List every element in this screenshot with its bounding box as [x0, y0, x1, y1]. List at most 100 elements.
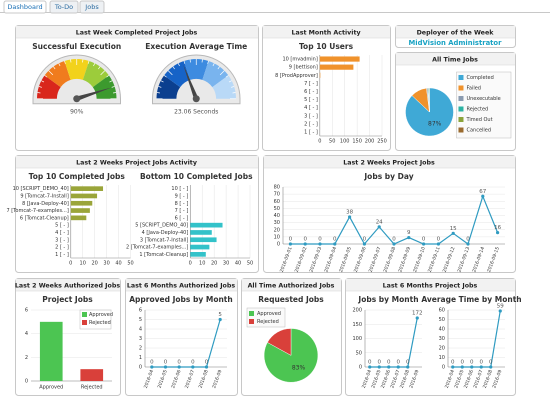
tab[interactable]	[79, 0, 105, 14]
chart-title: Top 10 Users	[299, 42, 354, 51]
x-tick-label: 10	[199, 261, 205, 267]
gauge-tick	[44, 75, 48, 78]
value-label: 67	[479, 189, 486, 195]
gauge-tick	[158, 86, 162, 88]
x-tick-label: 0	[69, 261, 72, 267]
value-label: 38	[346, 209, 353, 215]
y-tick-label: 10	[439, 355, 445, 361]
legend-swatch	[82, 320, 87, 325]
pie-label: 87%	[428, 121, 442, 128]
y-tick-label: 20	[439, 346, 445, 352]
point	[333, 242, 337, 246]
legend-swatch	[458, 85, 464, 91]
y-tick-label: 6	[25, 308, 28, 314]
category-label: 2 [ - ]	[55, 245, 69, 251]
gauge-band	[64, 59, 90, 80]
bar	[70, 200, 93, 206]
gauge-tick	[109, 80, 113, 83]
y-tick-label: 30	[274, 220, 280, 226]
point	[451, 231, 455, 235]
value-label: 0	[205, 360, 209, 366]
y-tick-label: 3	[139, 336, 142, 342]
gauge-tick	[160, 80, 164, 83]
x-tick-label: 30	[103, 261, 109, 267]
panel-title: Deployer of the Week	[417, 30, 495, 37]
panel-title: Last Week Completed Project Jobs	[76, 30, 198, 37]
y-tick-label: 0	[359, 365, 362, 371]
tab[interactable]	[3, 0, 47, 14]
x-tick-label: 50	[329, 139, 335, 145]
tab-label[interactable]: Jobs	[84, 3, 99, 11]
bar	[80, 369, 104, 381]
value-label: 0	[164, 360, 168, 366]
value-label: 0	[191, 360, 195, 366]
legend-label: Completed	[466, 75, 493, 81]
legend-swatch	[458, 127, 464, 133]
value-label: 0	[387, 360, 391, 366]
point	[422, 242, 426, 246]
point	[479, 365, 483, 369]
value-label: 0	[466, 237, 470, 243]
point	[470, 365, 474, 369]
x-tick-label: 40	[235, 261, 241, 267]
point	[303, 242, 307, 246]
category-label: 4 [Java-Deploy-40]	[142, 230, 189, 236]
point	[362, 242, 366, 246]
category-label: 6 [ - ]	[304, 89, 318, 95]
x-tick-label: 20	[211, 261, 217, 267]
gauge-value: 23.06 Seconds	[174, 108, 218, 115]
y-tick-label: 4	[139, 327, 142, 333]
category-label: 8 [Java-Deploy-40]	[22, 201, 69, 207]
gauge-tick	[163, 75, 167, 78]
gauge-tick	[48, 70, 54, 76]
gauge-tick	[177, 63, 180, 67]
value-label: 0	[368, 360, 372, 366]
tab-label[interactable]: To-Do	[54, 3, 73, 11]
panel-title: Last Month Activity	[291, 30, 360, 37]
bar	[70, 208, 90, 213]
panel-header	[263, 26, 390, 38]
y-tick-label: 4	[25, 331, 28, 337]
bar	[190, 252, 206, 257]
tab[interactable]	[49, 0, 79, 14]
category-label: 7 [Tomcat-7-examples...]	[7, 208, 69, 214]
pie-label: 83%	[292, 365, 306, 372]
y-tick-label: 1	[139, 355, 142, 361]
point	[318, 242, 322, 246]
point	[348, 215, 352, 219]
bar	[190, 237, 217, 243]
gauge-tick	[87, 60, 90, 64]
bar	[190, 244, 210, 250]
y-tick-label: 80	[274, 185, 280, 191]
value-label: 0	[378, 360, 382, 366]
gauge-band	[164, 60, 191, 88]
chart-title: Successful Execution	[32, 42, 121, 51]
chart-title: Approved Jobs by Month	[129, 295, 232, 304]
bar	[190, 222, 223, 228]
x-tick-label: 250	[377, 139, 387, 145]
category-label: 8 [ - ]	[175, 201, 189, 207]
y-tick-label: 5	[139, 317, 142, 323]
x-tick-label: 200	[365, 139, 375, 145]
legend-label: Unexecutable	[466, 96, 500, 102]
panel-header	[396, 53, 515, 65]
category-label: 1 [ - ]	[55, 252, 69, 258]
value-label: 0	[470, 360, 474, 366]
point	[177, 365, 181, 369]
panel-title: Last 6 Months Authorized Jobs	[127, 283, 236, 290]
category-label: 6 [Tomcat-Cleanup]	[20, 215, 69, 221]
category-label: 2 [Tomcat-7-examples...]	[126, 245, 188, 251]
x-tick-label: 50	[247, 261, 253, 267]
x-tick-label: Rejected	[81, 385, 103, 391]
legend-swatch	[458, 96, 464, 101]
panel-header	[16, 279, 120, 291]
panel-header	[346, 279, 515, 291]
x-tick-label: Approved	[39, 385, 63, 391]
value-label: 15	[450, 226, 457, 232]
legend-box	[246, 307, 286, 328]
value-label: 0	[318, 237, 322, 243]
value-label: 0	[397, 360, 401, 366]
y-tick-label: 2	[139, 346, 142, 352]
tab-label[interactable]: Dashboard	[7, 3, 42, 11]
gauge-band	[82, 60, 109, 88]
